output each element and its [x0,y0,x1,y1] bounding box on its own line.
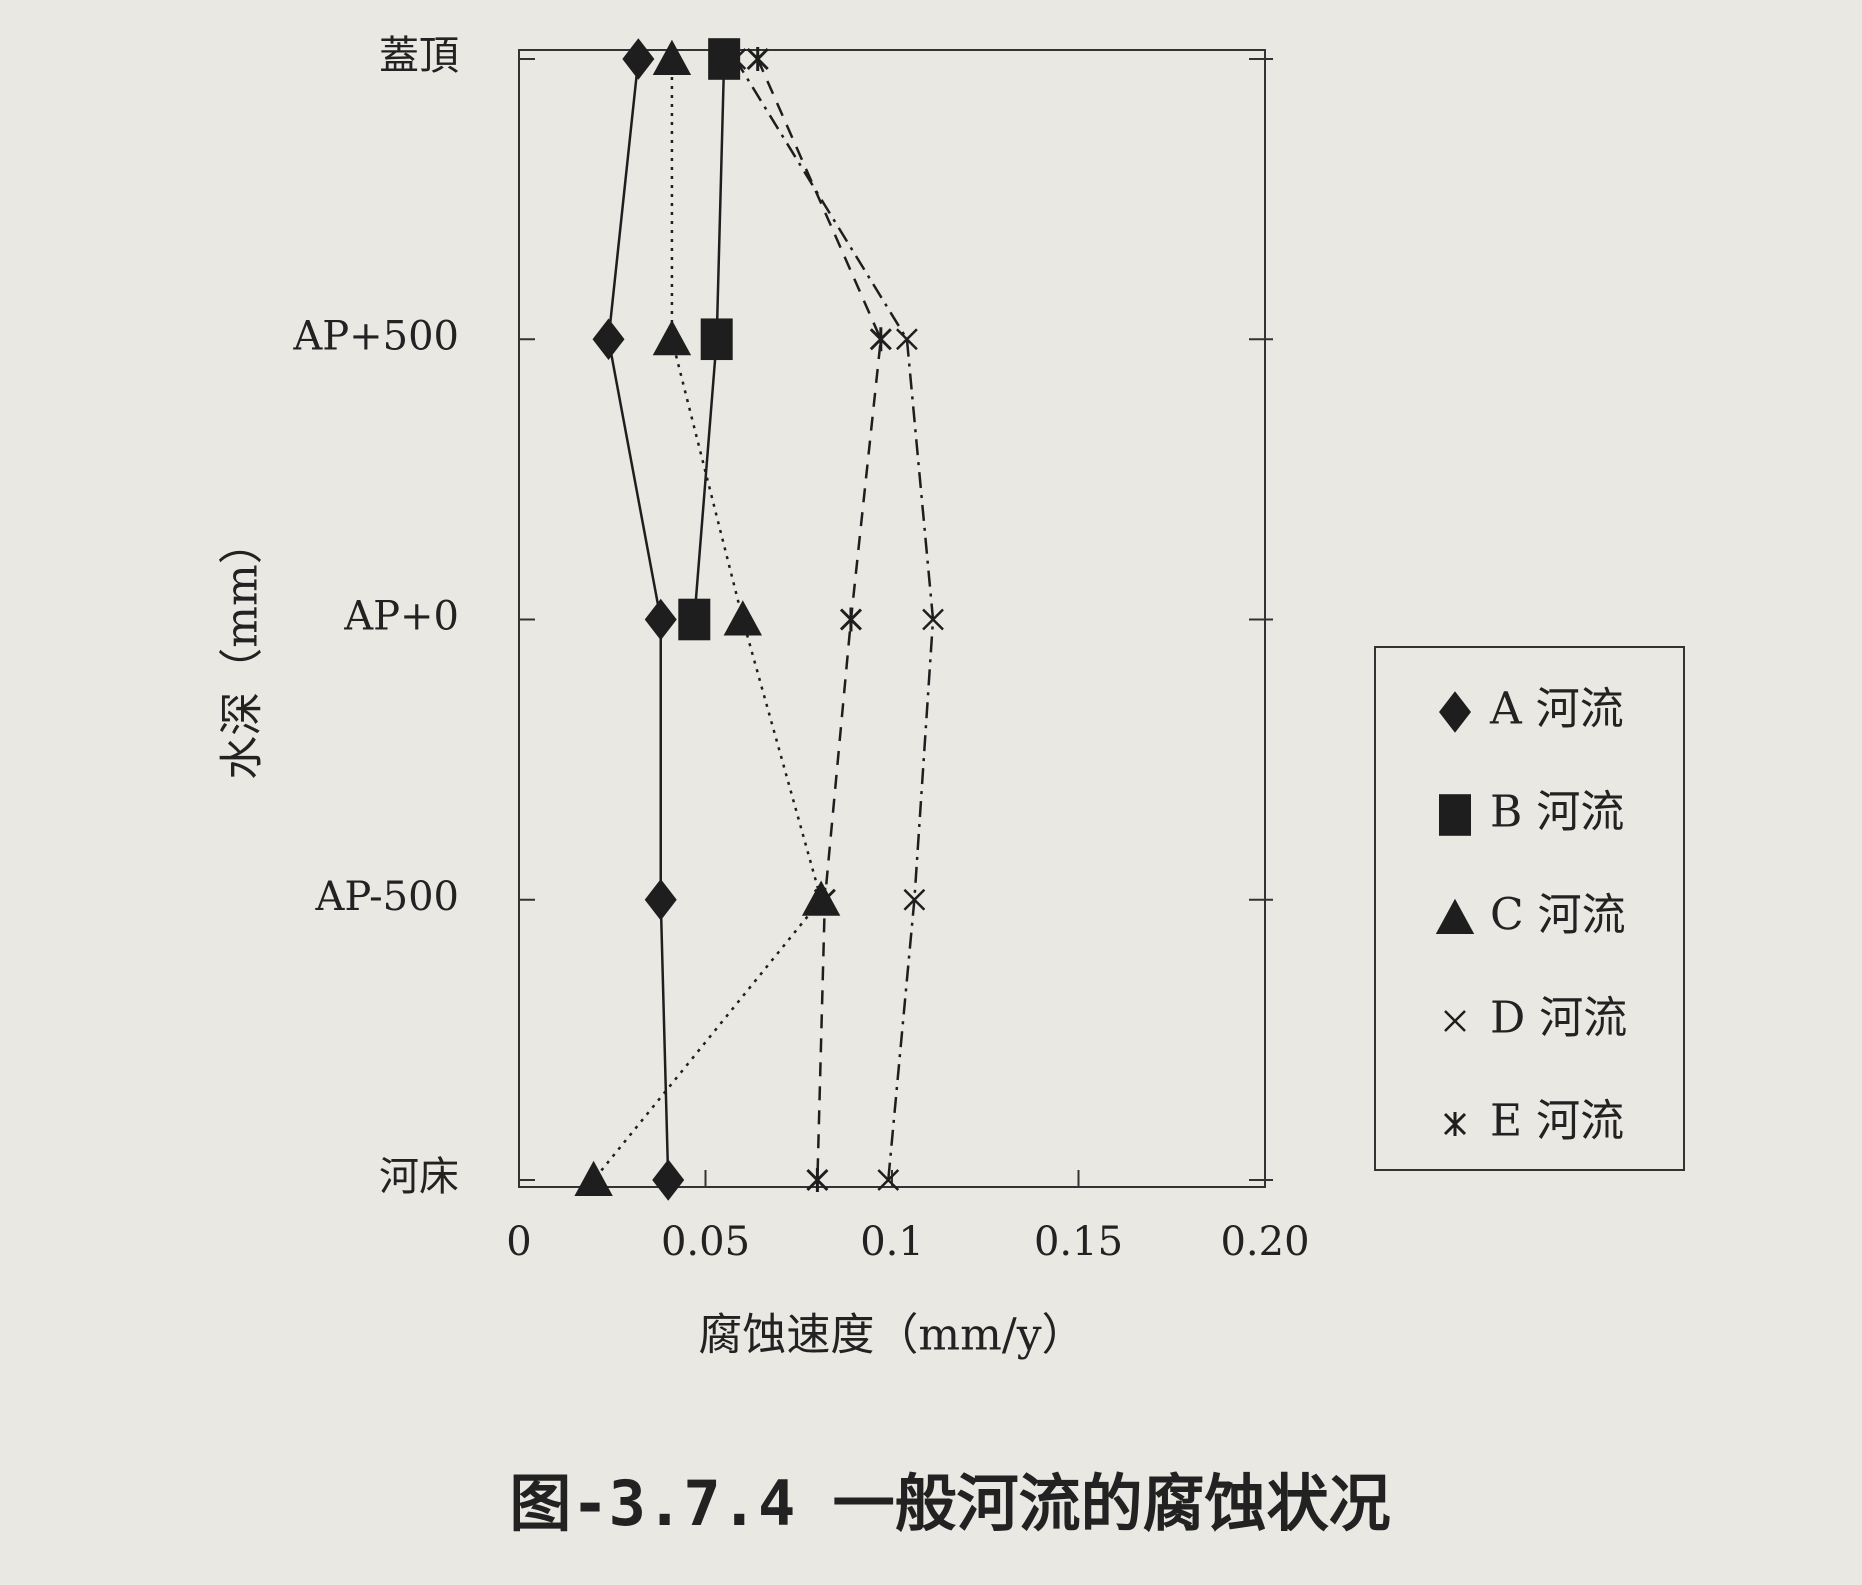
marker-asterisk [813,887,836,912]
marker-triangle [1435,898,1475,934]
marker-x [922,608,944,631]
marker-diamond [1439,691,1471,733]
x-tick-label: 0.15 [1034,1219,1123,1265]
y-tick-label: 河床 [379,1154,459,1200]
marker-diamond [644,598,677,641]
marker-asterisk [869,327,892,352]
x-tick-label: 0 [506,1219,531,1265]
marker-asterisk [806,1168,829,1192]
legend-box [1374,646,1685,1171]
y-axis-label: 水深（mm） [217,520,268,779]
x-tick-label: 0.20 [1220,1219,1309,1265]
marker-diamond [592,318,625,361]
y-tick-label: AP+0 [343,594,459,640]
marker-square [678,598,711,641]
marker-x [724,48,747,70]
y-tick-label: AP+500 [292,313,459,359]
legend-label: C 河流 [1490,890,1626,941]
legend-label: E 河流 [1490,1096,1624,1147]
marker-x [1444,1010,1466,1032]
marker-x [877,1169,900,1191]
marker-asterisk [746,47,769,71]
marker-x [903,888,926,911]
marker-asterisk [839,607,863,632]
x-tick-label: 0.05 [661,1219,750,1265]
legend-label: A 河流 [1489,684,1624,735]
marker-triangle [652,39,692,75]
marker-x [896,328,918,351]
x-tick-label: 0.1 [860,1219,924,1265]
marker-square [1439,794,1471,836]
y-tick-label: AP-500 [315,874,459,920]
marker-diamond [652,1159,685,1201]
marker-triangle [723,600,762,636]
marker-diamond [622,38,655,80]
marker-square [700,318,733,361]
marker-asterisk [1443,1112,1467,1136]
marker-diamond [644,878,677,921]
marker-triangle [574,1160,613,1196]
caption: 图-3.7.4 一般河流的腐蚀状况 [509,1467,1390,1540]
legend-label: D 河流 [1490,993,1627,1044]
legend-label: B 河流 [1490,787,1624,838]
y-tick-label: 蓋頂 [379,33,459,79]
x-axis-label: 腐蚀速度（mm/y） [698,1310,1085,1361]
marker-triangle [652,320,692,356]
